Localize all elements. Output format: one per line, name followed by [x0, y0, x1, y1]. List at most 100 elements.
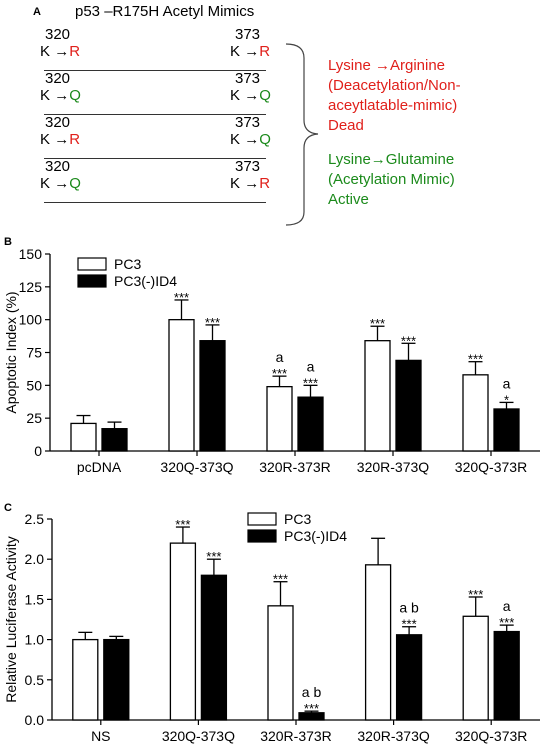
significance-stars: *** — [499, 615, 514, 630]
original-residue: K — [230, 43, 245, 60]
mutation-320: 320 K →Q — [40, 158, 81, 192]
y-tick-label: 1.5 — [25, 591, 45, 607]
arrow-icon: → — [54, 175, 70, 192]
y-tick-label: 25 — [26, 410, 42, 426]
substituted-residue: Q — [69, 87, 81, 104]
original-residue: K — [230, 131, 245, 148]
legend-swatch — [77, 257, 107, 271]
bar — [103, 638, 130, 721]
y-tick-label: 0.0 — [25, 712, 45, 728]
y-tick-label: 100 — [19, 312, 43, 328]
residue-position: 320 — [45, 26, 71, 43]
luciferase-activity-chart: 0.0 0.5 1.0 1.5 2.0 2.5 Relative Luciferase Ac… — [3, 511, 540, 744]
bar — [101, 428, 128, 452]
residue-position: 320 — [45, 70, 71, 87]
x-tick-label: 320Q-373R — [455, 728, 527, 744]
residue-position: 320 — [45, 114, 71, 131]
significance-stars: *** — [468, 352, 483, 367]
y-axis-title: Relative Luciferase Activity — [3, 536, 19, 703]
significance-letter: a b — [399, 600, 419, 616]
bar — [364, 564, 392, 721]
substituted-residue: R — [69, 43, 81, 60]
residue-position: 373 — [235, 26, 261, 43]
bar — [462, 615, 489, 721]
arrow-icon: → — [244, 87, 260, 104]
legend-green-line: (Acetylation Mimic) — [328, 171, 455, 188]
significance-stars: *** — [402, 617, 417, 632]
x-tick-label: 320Q-373Q — [160, 459, 233, 475]
mutation-373: 373 K →Q — [230, 70, 271, 104]
bar — [70, 422, 97, 452]
substituted-residue: Q — [69, 175, 81, 192]
original-residue: K — [40, 175, 55, 192]
x-tick-label: 320Q-373Q — [162, 728, 235, 744]
panel-a-label: A — [33, 6, 41, 18]
residue-position: 320 — [45, 158, 71, 175]
legend-label: PC3(-)ID4 — [284, 528, 347, 544]
bar — [298, 712, 325, 721]
y-tick-label: 0 — [34, 443, 42, 459]
significance-letter: a — [503, 375, 511, 391]
x-tick-label: pcDNA — [77, 459, 122, 475]
panel-a-title: p53 –R175H Acetyl Mimics — [75, 3, 255, 20]
mutation-320: 320 K →R — [40, 26, 80, 60]
mutant-brace — [285, 43, 319, 226]
substituted-residue: Q — [259, 131, 271, 148]
residue-position: 373 — [235, 70, 261, 87]
significance-stars: *** — [401, 333, 416, 348]
row-divider — [44, 158, 266, 159]
legend-red-line: Lysine →Arginine — [328, 57, 446, 74]
significance-stars: *** — [205, 315, 220, 330]
y-tick-label: 2.5 — [25, 511, 45, 527]
legend-green-line: Active — [328, 191, 369, 208]
significance-letter: a — [307, 358, 315, 374]
significance-stars: * — [504, 392, 509, 407]
bar — [462, 374, 489, 452]
x-tick-label: 320R-373R — [260, 728, 332, 744]
significance-stars: *** — [468, 587, 483, 602]
mutation-320: 320 K →Q — [40, 70, 81, 104]
arrow-icon: → — [244, 131, 260, 148]
bar — [200, 574, 228, 721]
apoptotic-index-chart: 0 25 50 75 100 125 150 Apoptotic Index (%) pcDNA… — [3, 246, 540, 475]
mutation-373: 373 K →R — [230, 158, 270, 192]
y-tick-label: 50 — [26, 377, 42, 393]
original-residue: K — [40, 87, 55, 104]
significance-stars: *** — [273, 572, 288, 587]
significance-letter: a b — [302, 684, 322, 700]
arrow-icon: → — [244, 175, 260, 192]
legend-green-line: Lysine→Glutamine — [328, 151, 455, 168]
substituted-residue: R — [259, 175, 271, 192]
legend-swatch — [247, 529, 277, 543]
legend-label: PC3 — [114, 256, 141, 272]
legend-swatch — [247, 512, 277, 526]
bar — [72, 638, 99, 721]
y-tick-label: 1.0 — [25, 632, 45, 648]
y-tick-label: 0.5 — [25, 672, 45, 688]
y-tick-label: 75 — [26, 345, 42, 361]
original-residue: K — [230, 87, 245, 104]
bar — [493, 408, 520, 452]
legend-swatch — [77, 274, 107, 288]
significance-stars: *** — [303, 375, 318, 390]
y-tick-label: 125 — [19, 279, 43, 295]
bar — [169, 542, 197, 721]
legend-label: PC3(-)ID4 — [114, 273, 177, 289]
legend-red: Lysine →Arginine (Deacetylation/Non- ace… — [328, 56, 461, 136]
significance-stars: *** — [174, 290, 189, 305]
legend-label: PC3 — [284, 511, 311, 527]
y-tick-label: 150 — [19, 246, 43, 262]
row-divider — [44, 114, 266, 115]
bar — [267, 605, 294, 721]
significance-stars: *** — [304, 701, 319, 716]
significance-stars: *** — [206, 549, 221, 564]
bar — [297, 396, 324, 452]
significance-stars: *** — [272, 366, 287, 381]
original-residue: K — [40, 131, 55, 148]
mutation-373: 373 K →Q — [230, 114, 271, 148]
bar — [395, 359, 422, 452]
legend-red-line: Dead — [328, 117, 364, 134]
bar — [395, 634, 423, 721]
bar — [199, 340, 226, 452]
arrow-icon: → — [54, 131, 70, 148]
